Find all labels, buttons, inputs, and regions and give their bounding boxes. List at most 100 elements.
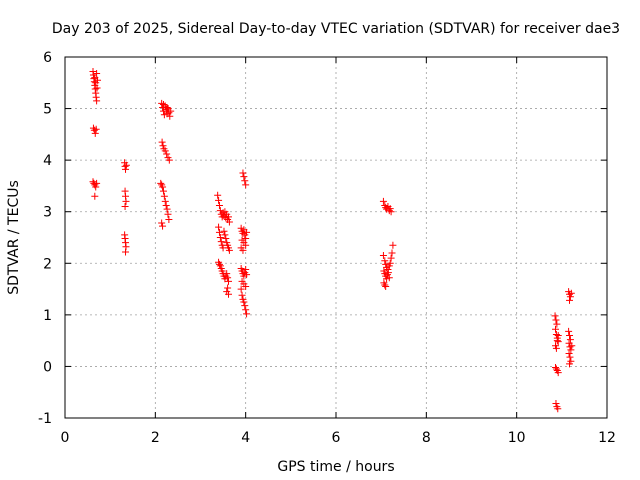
data-point	[567, 289, 575, 297]
data-point	[93, 84, 101, 92]
data-point	[215, 196, 223, 204]
x-tick-label: 8	[422, 430, 431, 446]
data-point	[386, 205, 394, 213]
data-point	[382, 260, 390, 268]
data-point	[552, 316, 560, 324]
x-tick-label: 4	[241, 430, 250, 446]
data-point	[381, 257, 389, 265]
data-point	[243, 310, 251, 318]
data-point	[217, 238, 225, 246]
data-point	[90, 126, 98, 134]
data-point	[225, 213, 233, 221]
data-point	[220, 227, 228, 235]
data-point	[166, 112, 174, 120]
data-point	[225, 290, 233, 298]
chart-title: Day 203 of 2025, Sidereal Day-to-day VTE…	[52, 21, 620, 37]
data-point	[160, 192, 168, 200]
data-point	[215, 228, 223, 236]
data-point	[163, 104, 171, 112]
data-point	[215, 223, 223, 231]
data-point	[387, 254, 395, 262]
data-point	[242, 265, 250, 273]
data-point	[219, 209, 227, 217]
data-point	[224, 284, 232, 292]
data-point	[91, 192, 99, 200]
data-point	[241, 177, 249, 185]
y-tick-label: 1	[43, 308, 52, 324]
data-point	[381, 281, 389, 289]
data-point	[554, 331, 562, 339]
data-point	[552, 363, 560, 371]
data-point	[242, 181, 250, 189]
data-point	[159, 142, 167, 150]
data-point	[382, 282, 390, 290]
data-point	[159, 187, 167, 195]
data-point	[241, 302, 249, 310]
data-point	[159, 222, 167, 230]
data-point	[225, 218, 233, 226]
data-point	[242, 282, 250, 290]
data-point	[379, 197, 387, 205]
y-tick-label: 5	[43, 102, 52, 118]
data-point	[554, 338, 562, 346]
data-point	[242, 235, 250, 243]
data-point	[215, 202, 223, 210]
data-point	[554, 405, 562, 413]
x-tick-label: 6	[332, 430, 341, 446]
data-point	[89, 178, 97, 186]
data-point	[159, 183, 167, 191]
data-point	[237, 285, 245, 293]
x-axis-title: GPS time / hours	[277, 459, 394, 475]
data-point	[238, 291, 246, 299]
data-point	[223, 270, 231, 278]
data-point	[566, 296, 574, 304]
data-point	[565, 350, 573, 358]
data-point	[167, 107, 175, 115]
data-point	[163, 205, 171, 213]
data-point	[162, 202, 170, 210]
data-point	[243, 271, 251, 279]
x-tick-label: 2	[151, 430, 160, 446]
data-point	[91, 129, 99, 137]
data-point	[161, 197, 169, 205]
data-point	[240, 173, 248, 181]
data-point	[93, 97, 101, 105]
data-point	[159, 100, 167, 108]
data-point	[389, 241, 397, 249]
data-point	[242, 306, 250, 314]
data-point	[566, 343, 574, 351]
data-point	[566, 293, 574, 301]
data-point	[385, 274, 393, 282]
data-point	[92, 183, 100, 191]
axis-ticks	[64, 56, 608, 419]
data-point	[388, 249, 396, 257]
data-point	[379, 252, 387, 260]
data-point	[566, 360, 574, 368]
data-point	[214, 191, 222, 199]
x-tick-label: 12	[598, 430, 616, 446]
data-point	[239, 229, 247, 237]
data-point	[552, 344, 560, 352]
x-tick-label: 10	[508, 430, 526, 446]
data-point	[387, 208, 395, 216]
data-point	[121, 203, 129, 211]
data-point	[552, 330, 560, 338]
y-tick-label: 3	[43, 205, 52, 221]
data-point	[552, 400, 560, 408]
y-tick-label: 2	[43, 256, 52, 272]
data-point	[216, 234, 224, 241]
data-point	[224, 274, 232, 282]
data-point	[568, 342, 576, 350]
data-point	[553, 337, 561, 345]
data-point	[122, 197, 130, 205]
data-point	[158, 99, 166, 107]
data-point	[165, 156, 173, 164]
data-point	[239, 169, 247, 177]
data-point	[242, 241, 250, 249]
data-point	[93, 70, 101, 78]
data-point	[165, 109, 173, 117]
data-point	[161, 147, 169, 155]
data-point	[553, 320, 561, 328]
